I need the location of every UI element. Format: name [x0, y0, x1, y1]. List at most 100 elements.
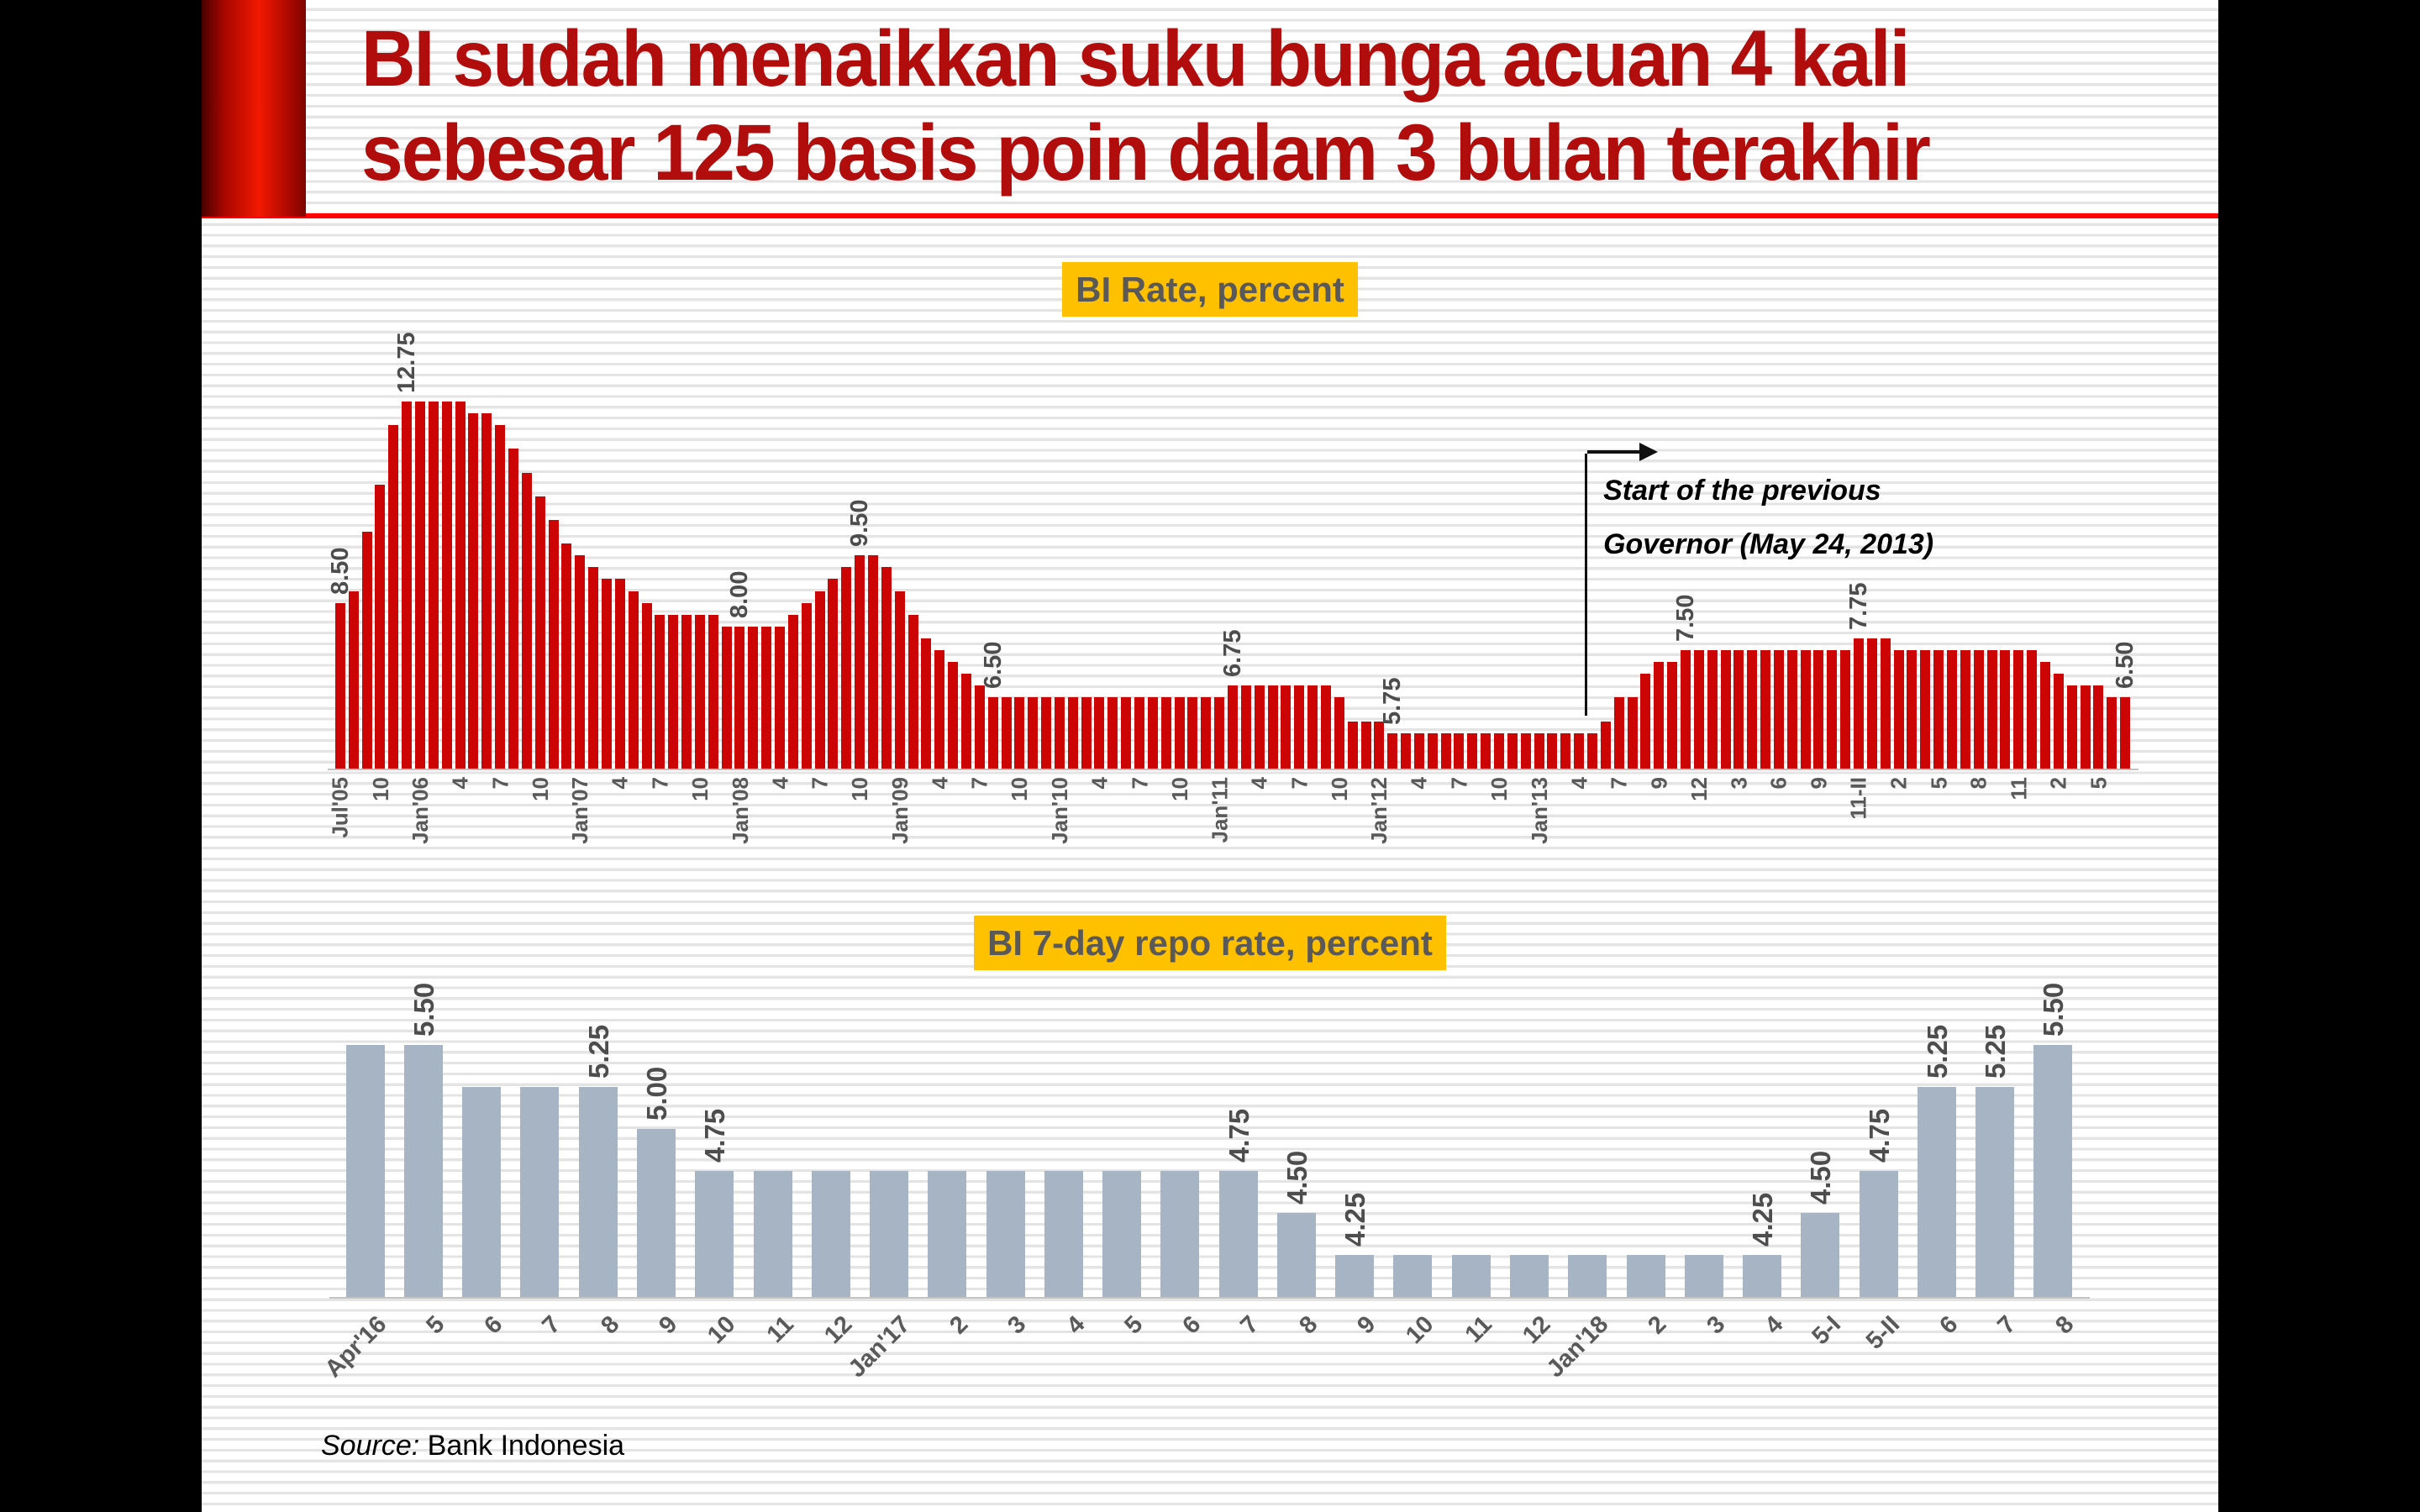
bi-rate-bar	[575, 555, 586, 769]
bi-rate-bar	[1693, 650, 1704, 769]
bi-rate-bar	[828, 579, 839, 769]
bi-rate-bar	[428, 401, 439, 769]
bi-rate-bar	[1401, 732, 1412, 769]
repo-rate-bar	[1684, 1255, 1723, 1297]
bi-rate-bar	[987, 697, 998, 769]
bi-rate-bar	[1813, 650, 1824, 769]
bi-rate-bar	[348, 591, 359, 769]
bi-rate-bar	[2000, 650, 2011, 769]
bi-rate-bar	[2027, 650, 2038, 769]
bi-rate-bar	[402, 401, 413, 769]
bi-rate-bar	[1214, 697, 1225, 769]
bi-rate-bar	[1174, 697, 1185, 769]
bi-rate-bar	[1494, 732, 1505, 769]
bi-rate-bar	[1054, 697, 1065, 769]
bi-rate-bar	[1520, 732, 1531, 769]
bi-rate-bar	[974, 685, 985, 769]
bi-rate-bar	[1866, 638, 1877, 769]
bi-rate-bar	[1707, 650, 1718, 769]
bi-rate-bar	[1481, 732, 1491, 769]
bi-rate-bar	[1254, 685, 1265, 769]
bi-rate-bar	[1840, 650, 1851, 769]
bi-rate-bar	[841, 567, 852, 769]
repo-rate-bar	[1102, 1171, 1142, 1297]
repo-rate-bar	[520, 1087, 560, 1297]
bi-rate-bar	[534, 496, 545, 769]
bi-rate-bar	[1534, 732, 1544, 769]
bi-rate-bar	[1427, 732, 1438, 769]
bi-rate-bar	[1281, 685, 1292, 769]
source-note: Source: Bank Indonesia	[321, 1430, 624, 1462]
bi-rate-bar	[1733, 650, 1744, 769]
bi-rate-bar	[1067, 697, 1078, 769]
repo-rate-bar	[345, 1045, 385, 1297]
slide-title: BI sudah menaikkan suku bunga acuan 4 ka…	[361, 12, 1931, 200]
bi-rate-bar	[748, 626, 759, 769]
repo-rate-bar	[695, 1171, 734, 1297]
bi-rate-bar	[1467, 732, 1478, 769]
chart2-x-axis	[329, 1297, 2090, 1299]
bi-rate-bar	[2080, 685, 2091, 769]
repo-rate-bar	[1044, 1171, 1083, 1297]
bi-rate-bar	[1134, 697, 1145, 769]
bi-rate-chart: 8.50 12.75 8.00 9.50 6.50 6.75 5.75 7.50 7.75 6.5…	[326, 332, 2139, 844]
bi-rate-bar	[1320, 685, 1331, 769]
source-value: Bank Indonesia	[427, 1430, 625, 1462]
repo-rate-bar	[1626, 1255, 1665, 1297]
bi-rate-bar	[468, 413, 479, 769]
bi-rate-bar	[1547, 732, 1558, 769]
bi-rate-bar	[1440, 732, 1451, 769]
bi-rate-bar	[415, 401, 426, 769]
governor-annotation-text: Start of the previous Governor (May 24, 2…	[1603, 475, 1934, 560]
repo-rate-bar	[1451, 1255, 1491, 1297]
bi-rate-bar	[375, 484, 386, 769]
bi-rate-bar	[1014, 697, 1025, 769]
bi-rate-bar	[1880, 638, 1891, 769]
repo-rate-chart: 5.50 5.25 5.00 4.75 4.75 4.50 4.25 4.25 4.50 4.75…	[319, 982, 2080, 1383]
bi-rate-bar	[921, 638, 932, 769]
bi-rate-bar	[787, 614, 798, 769]
bi-rate-bar	[334, 602, 345, 769]
bi-rate-bar	[1654, 662, 1665, 769]
bi-rate-bar	[1121, 697, 1132, 769]
chart1-title-row: BI Rate, percent	[202, 262, 2218, 317]
bi-rate-bar	[521, 472, 532, 769]
slide-title-line1: BI sudah menaikkan suku bunga acuan 4 ka…	[361, 14, 1910, 103]
repo-rate-bar	[1917, 1087, 1956, 1297]
bi-rate-bar	[908, 614, 918, 769]
bi-rate-bar	[1854, 638, 1865, 769]
bi-rate-bar	[1560, 732, 1571, 769]
bi-rate-bar	[508, 449, 518, 769]
bi-rate-bar	[934, 650, 945, 769]
bi-rate-bar	[1933, 650, 1944, 769]
bi-rate-bar	[2120, 697, 2131, 769]
bi-rate-bar	[814, 591, 825, 769]
bi-rate-bar	[388, 425, 399, 769]
bi-rate-bar	[1800, 650, 1811, 769]
bi-rate-bar	[1893, 650, 1904, 769]
bi-rate-bar	[1187, 697, 1198, 769]
bi-rate-bar	[1627, 697, 1638, 769]
bi-rate-bar	[734, 626, 745, 769]
chart2-title-badge: BI 7-day repo rate, percent	[974, 916, 1446, 970]
slide-title-line2: sebesar 125 basis poin dalam 3 bulan ter…	[361, 108, 1931, 197]
chart1-title-badge: BI Rate, percent	[1062, 262, 1358, 317]
bi-rate-bar	[1387, 732, 1398, 769]
bi-rate-bar	[1907, 650, 1918, 769]
bi-rate-bar	[1374, 721, 1385, 769]
repo-rate-bar	[1393, 1255, 1433, 1297]
bi-rate-bar	[655, 614, 666, 769]
bi-rate-bar	[495, 425, 506, 769]
bi-rate-bar	[361, 532, 372, 769]
chart2-title-row: BI 7-day repo rate, percent	[202, 916, 2218, 970]
repo-rate-bar	[1509, 1255, 1549, 1297]
bi-rate-bar	[1347, 721, 1358, 769]
red-accent-block	[202, 0, 306, 217]
bi-rate-bar	[1081, 697, 1092, 769]
bi-rate-bar	[1267, 685, 1278, 769]
bi-rate-bar	[761, 626, 772, 769]
bi-rate-bar	[1041, 697, 1052, 769]
repo-rate-bar	[403, 1045, 443, 1297]
arrow-right-icon	[1587, 450, 1640, 454]
